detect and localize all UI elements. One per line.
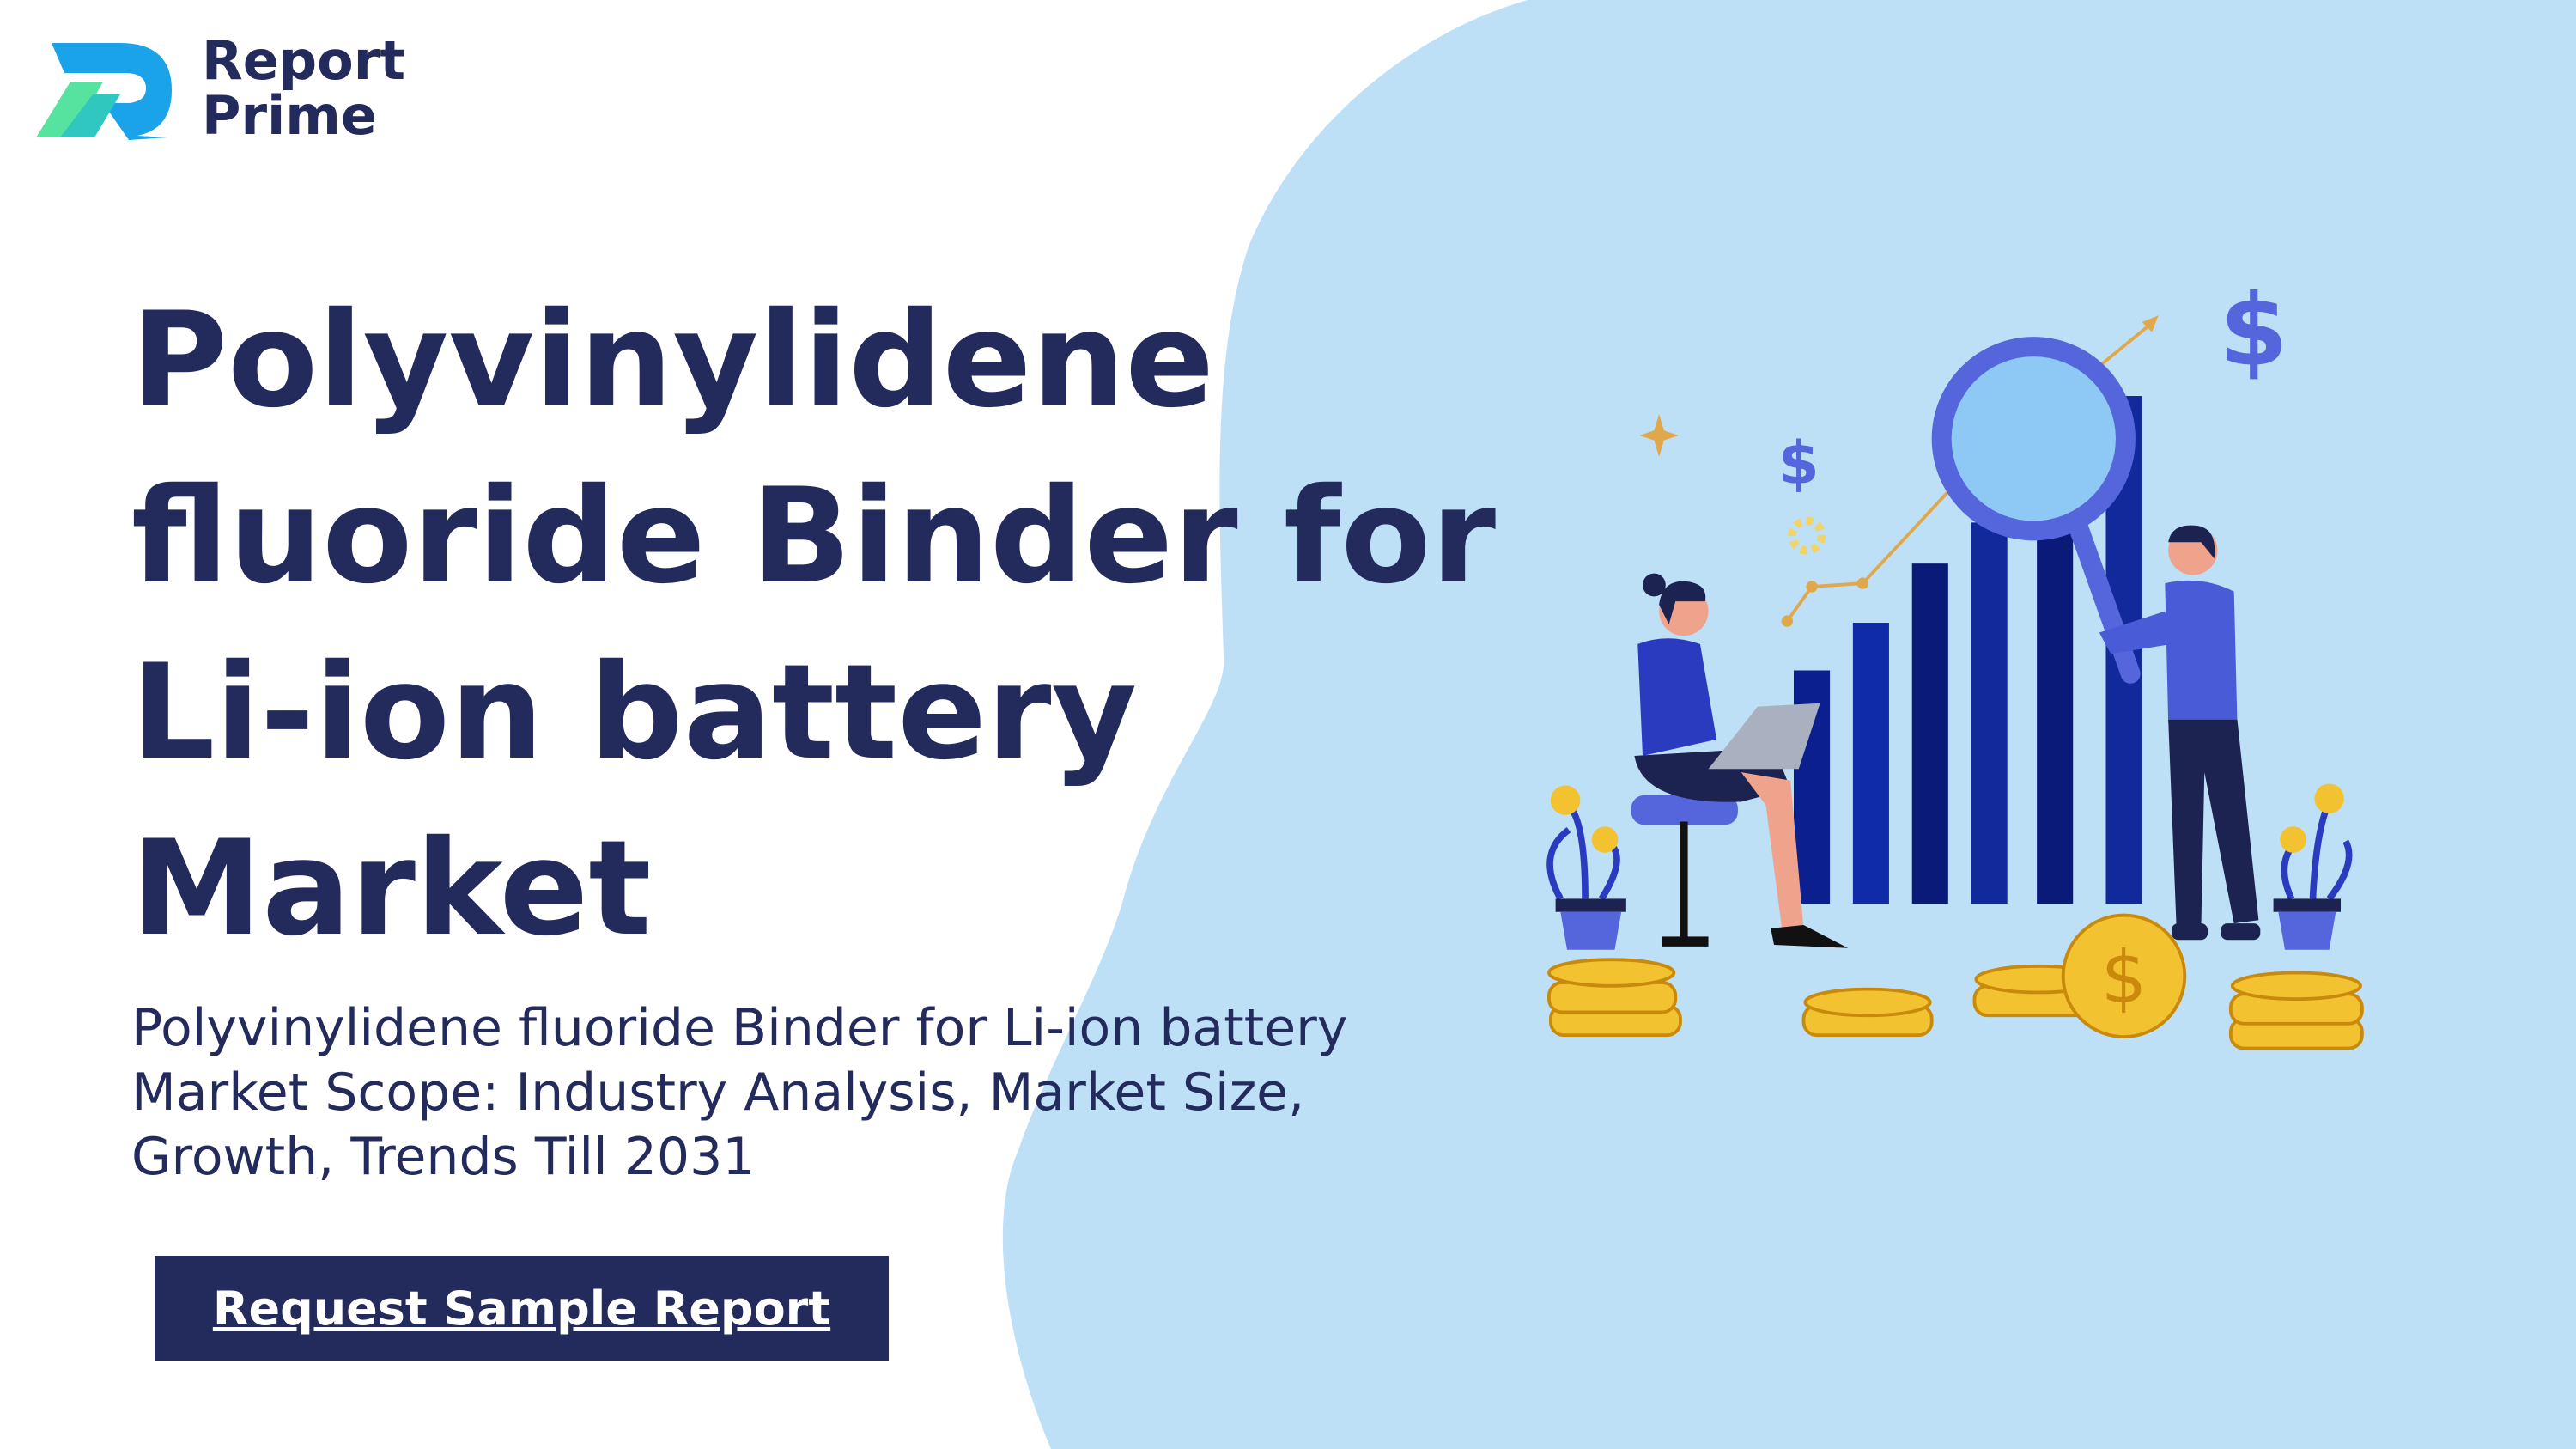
illustration: $ $	[1546, 274, 2364, 1050]
page-title: Polyvinylidene fluoride Binder for Li-io…	[131, 284, 1497, 965]
request-sample-button[interactable]: Request Sample Report	[155, 1256, 889, 1361]
svg-text:$: $	[1778, 429, 1820, 497]
svg-text:$: $	[2220, 274, 2288, 389]
logo-line: Prime	[202, 84, 377, 147]
logo-icon	[36, 43, 172, 140]
page-subtitle: Polyvinylidene fluoride Binder for Li-io…	[131, 998, 1348, 1187]
svg-text:$: $	[2101, 935, 2148, 1020]
logo-line: Report	[202, 29, 405, 92]
